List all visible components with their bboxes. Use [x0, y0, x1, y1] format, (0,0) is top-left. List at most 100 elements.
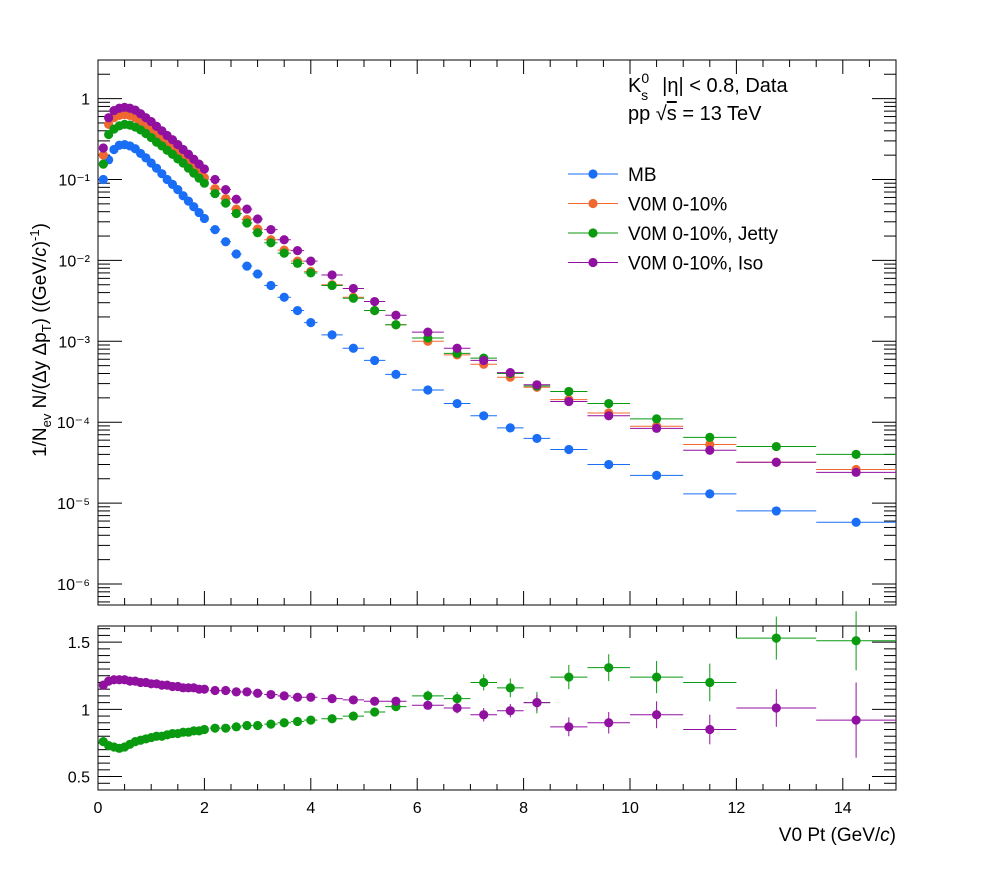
data-point [348, 283, 358, 294]
ratio-x-tick-label: 14 [834, 800, 852, 817]
data-point [292, 305, 303, 316]
series-v0m-0-10-iso [98, 102, 896, 477]
data-point [210, 685, 220, 696]
ratio-x-tick-label: 6 [413, 800, 422, 817]
data-point [292, 258, 303, 268]
data-point [391, 310, 401, 320]
data-point [194, 207, 204, 218]
data-point [370, 305, 380, 316]
data-point [391, 320, 401, 330]
data-point [157, 169, 167, 179]
data-point [266, 225, 276, 235]
data-point [279, 691, 289, 701]
data-point [370, 296, 380, 307]
data-point [253, 228, 263, 238]
data-point [532, 433, 542, 444]
data-point [771, 441, 781, 452]
data-point [705, 489, 715, 499]
data-point [423, 327, 433, 337]
ratio-y-tick-label: 1.5 [68, 635, 90, 652]
data-point [452, 703, 462, 713]
data-point [306, 256, 316, 266]
spectra-series [98, 102, 896, 527]
data-point [391, 369, 401, 379]
data-point [221, 237, 231, 247]
data-point [348, 695, 358, 705]
series-mb [98, 140, 896, 527]
data-point [98, 174, 108, 185]
data-point [348, 343, 358, 353]
spectra-y-tick-label: 10⁻¹ [58, 172, 90, 189]
data-point [423, 700, 433, 710]
legend-marker [588, 228, 598, 238]
data-point [771, 703, 781, 713]
data-point [173, 185, 183, 195]
data-point [348, 711, 358, 721]
data-point [242, 218, 252, 228]
spectra-y-tick-label: 10⁻⁵ [57, 496, 90, 513]
ratio-x-tick-label: 8 [519, 800, 528, 817]
data-point [771, 506, 781, 516]
ratio-y-tick-label: 1 [81, 702, 90, 719]
data-point [253, 720, 263, 731]
data-point [221, 185, 231, 195]
ratio-x-tick-label: 0 [94, 800, 103, 817]
data-point [652, 672, 662, 682]
data-point [391, 696, 401, 706]
data-point [98, 150, 108, 160]
data-point [423, 385, 433, 395]
legend-entry: V0M 0-10%, Jetty [628, 224, 778, 245]
data-point [189, 202, 199, 212]
data-point [242, 204, 252, 214]
data-point [292, 716, 303, 727]
legend-entry: MB [628, 165, 657, 186]
data-point [771, 457, 781, 467]
data-point [705, 724, 715, 735]
data-point [253, 688, 263, 698]
series-v0m-0-10-jetty [98, 611, 896, 753]
data-point [279, 718, 289, 728]
data-point [327, 270, 337, 280]
data-point [705, 432, 715, 442]
data-point [652, 423, 662, 433]
data-point [851, 467, 861, 477]
spectra-y-tick-label: 10⁻⁴ [57, 415, 90, 432]
data-point [210, 174, 220, 185]
data-point [452, 343, 462, 353]
data-point [253, 214, 263, 224]
data-point [423, 691, 433, 701]
data-point [479, 677, 489, 688]
spectra-y-tick-labels: 10⁻⁶ 10⁻⁵ 10⁻⁴ 10⁻³ 10⁻² 10⁻¹ 1 [57, 92, 91, 594]
data-point [210, 225, 220, 235]
data-point [532, 698, 542, 708]
legend-marker [588, 198, 598, 209]
data-point [564, 672, 574, 682]
data-point [604, 663, 614, 673]
data-point [306, 268, 316, 278]
data-point [532, 380, 542, 390]
data-point [292, 692, 303, 702]
data-point [306, 692, 316, 702]
data-point [231, 687, 241, 697]
data-point [505, 368, 515, 378]
data-point [221, 723, 231, 733]
data-point [279, 292, 289, 302]
data-point [705, 677, 715, 688]
data-point [199, 724, 209, 735]
data-point [279, 248, 289, 258]
data-point [221, 685, 231, 696]
data-point [652, 470, 662, 480]
data-point [452, 693, 462, 704]
data-point [370, 707, 380, 717]
series-v0m-0-10-iso [98, 675, 896, 758]
data-point [292, 246, 303, 256]
data-point [479, 411, 489, 421]
data-point [327, 330, 337, 340]
data-point [242, 720, 252, 731]
data-point [231, 249, 241, 259]
legend: MB V0M 0-10% V0M 0-10%, Jetty V0M 0-10%, Is… [568, 165, 778, 275]
data-point [98, 143, 108, 153]
data-point [266, 280, 276, 291]
data-point [564, 396, 574, 407]
